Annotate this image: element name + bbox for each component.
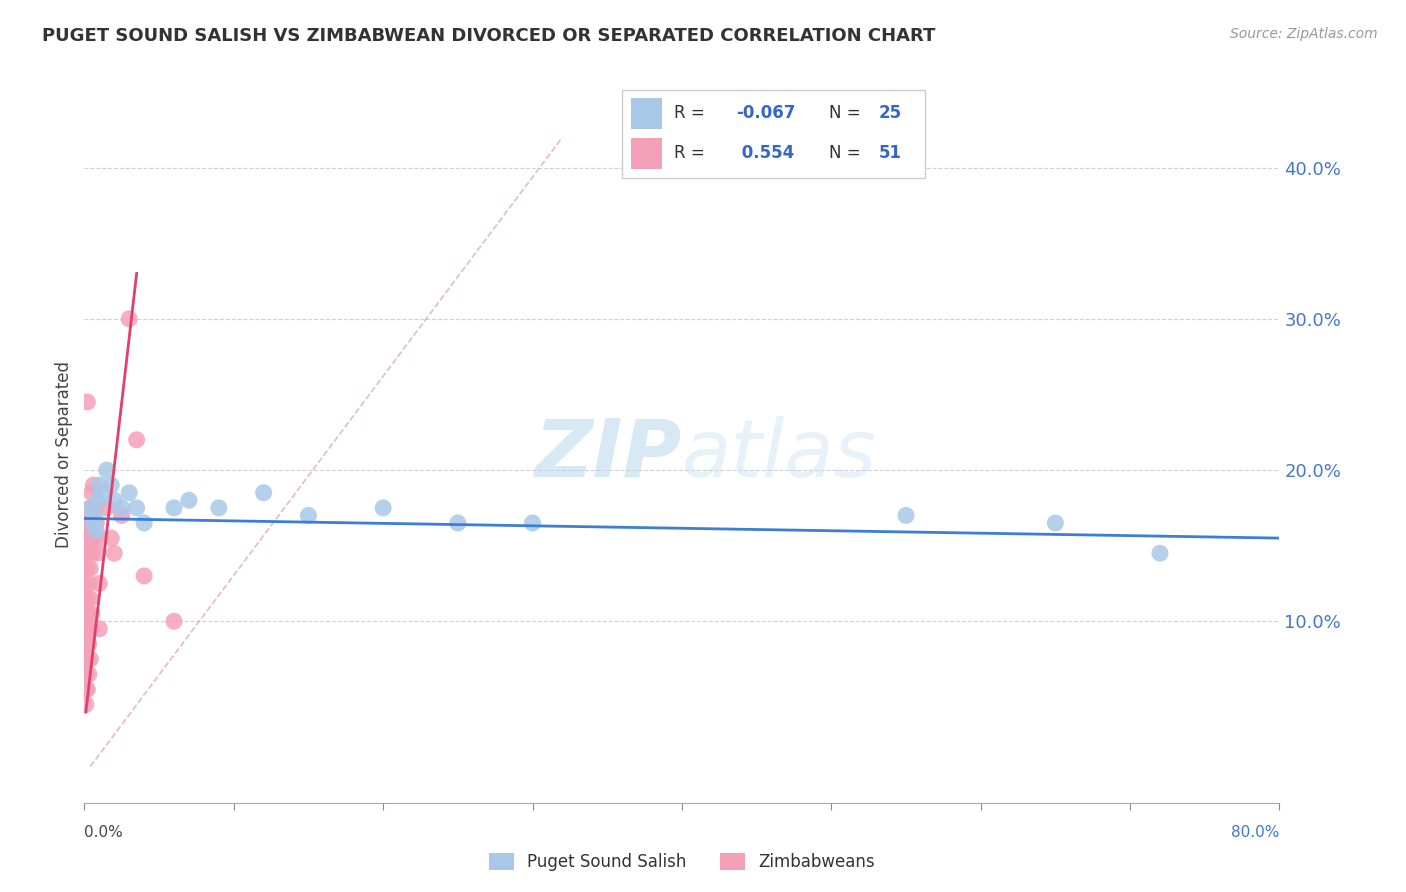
Point [77, 607, 100, 621]
Point [253, 485, 276, 500]
FancyBboxPatch shape [621, 90, 925, 178]
Point [96, 500, 118, 515]
Text: N =: N = [830, 145, 860, 162]
Point [76, 395, 98, 409]
Point [86, 516, 108, 530]
Text: R =: R = [675, 104, 704, 122]
Point [77, 667, 100, 681]
Point [103, 546, 125, 560]
Y-axis label: Divorced or Separated: Divorced or Separated [55, 361, 73, 549]
Text: Source: ZipAtlas.com: Source: ZipAtlas.com [1230, 27, 1378, 41]
Point [83, 508, 105, 523]
Point [83, 500, 105, 515]
Point [82, 516, 104, 530]
Point [75, 667, 97, 681]
Point [96, 463, 118, 477]
Point [80, 546, 103, 560]
Point [75, 682, 97, 697]
Point [447, 516, 470, 530]
Point [75, 516, 97, 530]
Point [77, 637, 100, 651]
Point [111, 508, 134, 523]
Text: 51: 51 [879, 145, 901, 162]
Point [522, 516, 544, 530]
Point [75, 531, 97, 545]
Point [75, 637, 97, 651]
Point [75, 607, 97, 621]
Point [87, 546, 110, 560]
Text: 25: 25 [879, 104, 901, 122]
Point [89, 531, 111, 545]
Point [76, 591, 98, 606]
Point [76, 682, 98, 697]
Point [163, 615, 186, 629]
Point [79, 652, 101, 666]
Text: 0.554: 0.554 [737, 145, 794, 162]
Point [1045, 516, 1067, 530]
Point [89, 576, 111, 591]
Point [132, 569, 156, 583]
Point [1149, 546, 1171, 560]
Point [100, 478, 122, 492]
Point [75, 622, 97, 636]
Point [86, 524, 108, 538]
Point [894, 508, 917, 523]
Point [75, 576, 97, 591]
Point [177, 493, 200, 508]
Point [89, 478, 111, 492]
Point [76, 531, 98, 545]
Text: R =: R = [675, 145, 704, 162]
Point [76, 561, 98, 575]
Text: ZIP: ZIP [534, 416, 682, 494]
Point [75, 546, 97, 560]
Legend: Puget Sound Salish, Zimbabweans: Puget Sound Salish, Zimbabweans [482, 847, 882, 878]
Point [76, 652, 98, 666]
Point [118, 311, 141, 326]
Point [75, 652, 97, 666]
Point [118, 485, 141, 500]
Point [82, 531, 104, 545]
Text: -0.067: -0.067 [737, 104, 796, 122]
Point [79, 500, 101, 515]
Text: 80.0%: 80.0% [1232, 825, 1279, 840]
Point [80, 485, 103, 500]
Point [75, 561, 97, 575]
Point [79, 591, 101, 606]
Point [132, 516, 156, 530]
Text: 0.0%: 0.0% [84, 825, 124, 840]
Point [79, 561, 101, 575]
Point [297, 508, 319, 523]
Point [79, 500, 101, 515]
Point [208, 500, 231, 515]
Point [89, 622, 111, 636]
Point [103, 493, 125, 508]
Text: PUGET SOUND SALISH VS ZIMBABWEAN DIVORCED OR SEPARATED CORRELATION CHART: PUGET SOUND SALISH VS ZIMBABWEAN DIVORCE… [42, 27, 935, 45]
Point [80, 607, 103, 621]
Point [87, 493, 110, 508]
Point [111, 500, 134, 515]
Point [125, 433, 148, 447]
Point [100, 531, 122, 545]
Point [75, 591, 97, 606]
Text: atlas: atlas [682, 416, 877, 494]
Point [125, 500, 148, 515]
Point [75, 698, 97, 712]
Point [77, 576, 100, 591]
FancyBboxPatch shape [631, 138, 662, 169]
Point [91, 485, 114, 500]
Point [79, 531, 101, 545]
Point [76, 622, 98, 636]
FancyBboxPatch shape [631, 98, 662, 129]
Point [79, 622, 101, 636]
Point [371, 500, 394, 515]
Point [82, 478, 104, 492]
Point [163, 500, 186, 515]
Point [77, 516, 100, 530]
Text: N =: N = [830, 104, 860, 122]
Point [77, 546, 100, 560]
